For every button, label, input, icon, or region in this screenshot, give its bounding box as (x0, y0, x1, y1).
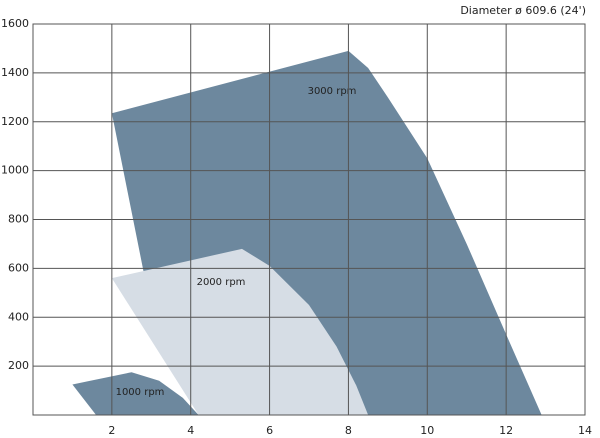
x-tick-label: 4 (187, 424, 194, 437)
region-label: 3000 rpm (308, 86, 357, 97)
y-tick-label: 1000 (1, 164, 29, 177)
area-region (111, 248, 369, 415)
region-label: 2000 rpm (197, 277, 246, 288)
y-tick-label: 600 (8, 261, 29, 274)
plot-frame (32, 23, 586, 416)
region-label: 1000 rpm (116, 387, 165, 398)
y-tick-label: 1200 (1, 115, 29, 128)
y-tick-label: 1600 (1, 17, 29, 30)
x-tick-label: 10 (420, 424, 434, 437)
chart-title: Diameter ø 609.6 (24') (460, 4, 586, 17)
x-tick-label: 8 (345, 424, 352, 437)
x-tick-label: 12 (499, 424, 513, 437)
y-tick-label: 800 (8, 213, 29, 226)
x-tick-label: 6 (266, 424, 273, 437)
area-region (72, 372, 199, 415)
x-tick-label: 14 (578, 424, 592, 437)
y-tick-label: 1400 (1, 66, 29, 79)
y-tick-label: 200 (8, 359, 29, 372)
y-tick-label: 400 (8, 310, 29, 323)
x-tick-label: 2 (108, 424, 115, 437)
